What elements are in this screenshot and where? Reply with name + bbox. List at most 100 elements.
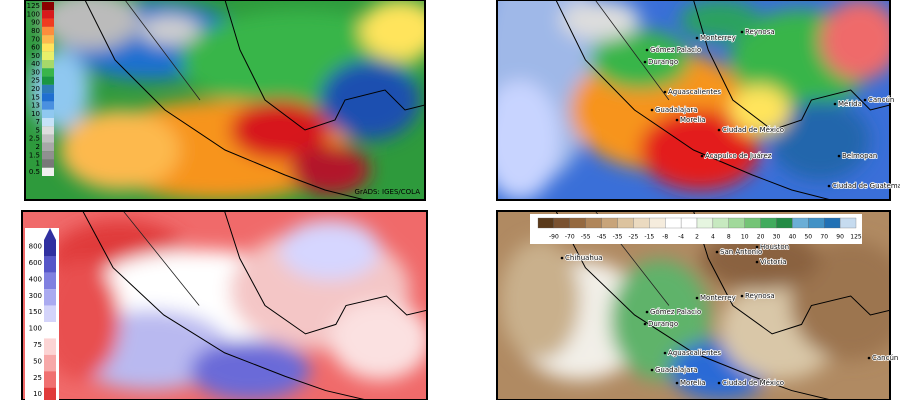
colorbar-swatch: [42, 2, 54, 11]
colorbar-label: -55: [581, 234, 591, 241]
city-dot: [717, 381, 721, 385]
map-panel: [497, 0, 890, 200]
city-label: Reynosa: [745, 28, 775, 36]
city-label: Cancún: [872, 354, 898, 362]
colorbar-label: 2.5: [29, 135, 40, 143]
field-blob: [40, 260, 120, 380]
map-panel: [25, 0, 425, 200]
colorbar-label: 0.5: [29, 168, 40, 176]
colorbar-label: 800: [29, 243, 42, 251]
colorbar-swatch: [44, 371, 56, 388]
city-label: Houston: [760, 243, 789, 251]
colorbar-label: 60: [31, 44, 40, 52]
colorbar-label: 125: [27, 2, 40, 10]
colorbar-swatch: [42, 35, 54, 44]
colorbar-label: 10: [33, 390, 42, 398]
field-blob: [770, 100, 870, 180]
city-dot: [560, 256, 564, 260]
colorbar-swatch: [42, 134, 54, 143]
colorbar-label: 50: [33, 357, 42, 365]
city-label: Guadalajara: [655, 106, 698, 114]
colorbar-swatch: [776, 217, 793, 229]
colorbar-label: 20: [757, 234, 765, 241]
colorbar-label: 40: [789, 234, 797, 241]
city-label: Monterrey: [700, 294, 736, 302]
colorbar-label: 70: [820, 234, 828, 241]
border-line: [124, 0, 201, 101]
colorbar-swatch: [792, 217, 809, 229]
colorbar-swatch: [42, 43, 54, 52]
colorbar-swatch: [42, 26, 54, 36]
colorbar-label: 90: [31, 19, 40, 27]
coastline: [693, 0, 890, 131]
map-panel: [22, 211, 427, 400]
colorbar-swatch: [42, 101, 54, 110]
colorbar-label: 300: [29, 292, 42, 300]
city-label: Victoria: [760, 258, 787, 266]
city-dot: [715, 250, 719, 254]
city-label: Guadalajara: [655, 366, 698, 374]
city-label: Ciudad de Guatemala: [832, 182, 900, 190]
colorbar-label: 15: [31, 93, 40, 101]
colorbar-label: 2: [36, 143, 40, 151]
colorbar-label: 75: [33, 341, 42, 349]
colorbar-swatch: [42, 10, 54, 19]
colorbar-label: 40: [31, 60, 40, 68]
city-label: Gómez Palacio: [650, 46, 701, 54]
field-blob: [320, 60, 420, 140]
city-label: Durango: [648, 320, 678, 328]
city-dot: [700, 154, 704, 158]
colorbar-label: 13: [31, 102, 40, 110]
field-blob: [640, 110, 760, 190]
colorbar-swatch: [42, 159, 54, 168]
city-dot: [695, 296, 699, 300]
city-label: Gómez Palacio: [650, 308, 701, 316]
colorbar-swatch: [839, 217, 857, 229]
colorbar-swatch: [649, 217, 666, 229]
colorbar-swatch: [42, 109, 54, 118]
field-blob: [230, 100, 330, 160]
colorbar-swatch: [44, 240, 56, 257]
field-blob: [190, 340, 310, 400]
city-dot: [867, 356, 871, 360]
border-line: [122, 211, 200, 306]
city-dot: [675, 381, 679, 385]
colorbar-swatch: [617, 217, 634, 229]
colorbar-swatch: [633, 217, 650, 229]
city-dot: [650, 108, 654, 112]
colorbar-swatch: [808, 217, 825, 229]
colorbar-label: 20: [31, 85, 40, 93]
colorbar-label: 70: [31, 35, 40, 43]
city-dot: [755, 245, 759, 249]
field-blob: [330, 300, 427, 380]
city-dot: [740, 294, 744, 298]
colorbar-swatch: [42, 68, 54, 77]
colorbar-swatch: [665, 217, 682, 229]
city-label: Monterrey: [700, 34, 736, 42]
city-dot: [643, 60, 647, 64]
colorbar-swatch: [44, 289, 56, 306]
city-label: Mérida: [838, 100, 862, 108]
city-dot: [675, 118, 679, 122]
colorbar-label: 80: [31, 27, 40, 35]
colorbar-swatch: [744, 217, 761, 229]
colorbar-swatch: [44, 322, 56, 339]
colorbar-swatch: [824, 217, 841, 229]
colorbar-swatch: [44, 354, 56, 372]
field-blob: [140, 15, 200, 45]
colorbar-label: 10: [31, 110, 40, 118]
coastline: [555, 0, 832, 200]
city-label: Chihuahua: [565, 254, 603, 262]
field-blob: [700, 230, 820, 290]
colorbar-swatch: [42, 84, 54, 94]
city-label: Cancún: [868, 96, 894, 104]
city-label: Morelia: [680, 379, 706, 387]
colorbar-swatch: [44, 256, 56, 273]
colorbar-swatch: [601, 217, 618, 229]
border-line: [594, 0, 670, 101]
colorbar-label: 25: [33, 374, 42, 382]
field-blob: [280, 220, 380, 280]
city-label: Acapulco de Juárez: [705, 152, 772, 160]
colorbar-swatch: [680, 217, 698, 229]
